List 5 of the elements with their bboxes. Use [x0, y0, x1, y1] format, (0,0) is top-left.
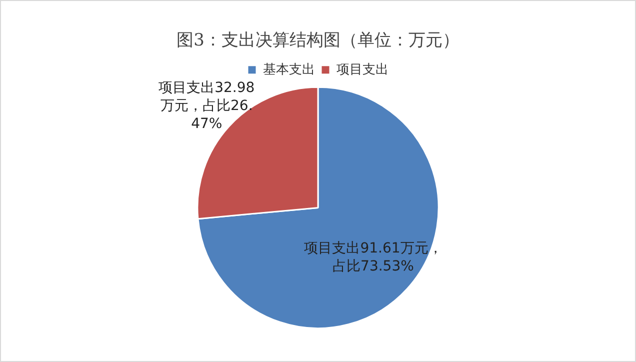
data-label: 项目支出91.61万元，占比73.53% [304, 240, 442, 275]
legend-label: 基本支出 [263, 62, 315, 78]
legend-label: 项目支出 [336, 62, 388, 78]
data-label: 项目支出32.98万元，占比26.47% [158, 80, 255, 132]
chart-title: 图3：支出决算结构图（单位：万元） [176, 30, 460, 51]
